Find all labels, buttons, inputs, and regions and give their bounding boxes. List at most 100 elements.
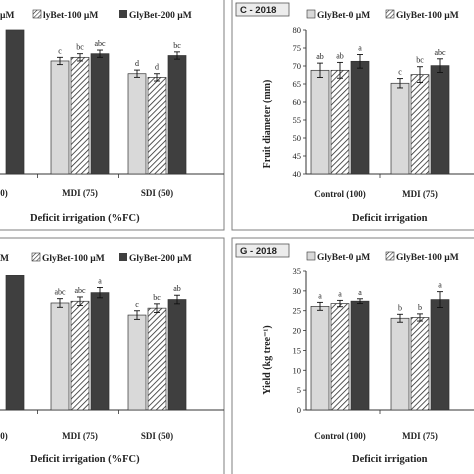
bar-glybet-100	[410, 74, 430, 175]
panel-title: G - 2018	[240, 246, 277, 257]
x-tick-label: SDI (50)	[141, 188, 173, 198]
legend: GlyBet-0 µM GlyBet-100 µM	[306, 251, 459, 263]
y-axis-label: Yield (kg tree⁻¹)	[262, 325, 273, 394]
bar-glybet-0	[50, 302, 70, 411]
y-tick-label: 15	[293, 345, 302, 355]
bar-glybet-0	[310, 305, 330, 411]
bar-glybet-100	[70, 56, 90, 175]
y-tick-label: 10	[293, 365, 302, 375]
legend-fragment: µM	[0, 11, 14, 21]
legend: GlyBet-0 µM GlyBet-100 µM	[306, 9, 459, 21]
y-axis-label: Fruit diameter (mm)	[262, 80, 273, 169]
significance-letter: abc	[54, 288, 66, 297]
x-axis-label: Deficit irrigation (%FC)	[30, 213, 140, 224]
legend-label-0: GlyBet-0 µM	[317, 11, 370, 21]
significance-letter: abc	[434, 48, 446, 57]
legend-label-100: GlyBet-100 µM	[42, 254, 105, 264]
legend-swatch-light	[306, 251, 316, 261]
bar-glybet-200	[5, 275, 25, 411]
legend-label-100: GlyBet-100 µM	[396, 11, 459, 21]
y-tick-label: 40	[293, 169, 302, 179]
x-tick-label: (100)	[0, 431, 8, 441]
x-tick-label: MDI (75)	[62, 188, 98, 198]
y-tick-label: 70	[293, 61, 302, 71]
bar-glybet-200	[167, 55, 187, 175]
significance-letter: ab	[173, 284, 181, 293]
legend-label-200: GlyBet-200 µM	[129, 11, 192, 21]
bar-glybet-100	[70, 300, 90, 411]
significance-letter: a	[98, 276, 102, 285]
plot-area: 40 45 50 55 60 65 70 75 80 ab ab a Control (100) c bc a…	[293, 25, 474, 199]
bar-glybet-100	[147, 77, 167, 175]
legend-label-100: GlyBet-100 µM	[396, 253, 459, 263]
bar-glybet-100	[330, 69, 350, 175]
significance-letter: d	[135, 59, 139, 68]
plot-area: 0 5 10 15 20 25 30 35 a a a Control (100) b b a MDI (75…	[293, 266, 474, 441]
y-tick-label: 60	[293, 97, 302, 107]
significance-letter: c	[135, 300, 139, 309]
bar-glybet-200	[90, 53, 110, 175]
significance-letter: c	[58, 46, 62, 55]
bar-glybet-0	[310, 69, 330, 175]
legend-label-0: GlyBet-0 µM	[317, 253, 370, 263]
panel-frame	[231, 237, 474, 474]
legend-swatch-hatched	[385, 251, 395, 261]
bar-glybet-200	[5, 29, 25, 175]
panel-frame	[0, 0, 225, 231]
bar-glybet-0	[390, 82, 410, 175]
legend-swatch-hatched	[31, 252, 41, 262]
y-tick-label: 55	[293, 115, 302, 125]
significance-letter: a	[338, 289, 342, 298]
y-tick-label: 45	[293, 151, 302, 161]
bar-glybet-100	[147, 307, 167, 411]
significance-letter: a	[358, 43, 362, 52]
panel-bottom-left: M GlyBet-100 µM GlyBet-200 µM (100)abcab…	[0, 237, 225, 474]
x-tick-label: Control (100)	[314, 431, 366, 441]
significance-letter: a	[358, 288, 362, 297]
panel-title: C - 2018	[240, 5, 276, 16]
x-tick-label: (100)	[0, 188, 8, 198]
bar-glybet-0	[127, 73, 147, 175]
significance-letter: abc	[94, 39, 106, 48]
legend: µM lyBet-100 µM GlyBet-200 µM	[0, 9, 192, 21]
x-tick-label: MDI (75)	[402, 431, 438, 441]
y-tick-label: 25	[293, 306, 302, 316]
y-tick-label: 20	[293, 326, 302, 336]
significance-letter: abc	[74, 286, 86, 295]
x-tick-label: Control (100)	[314, 189, 366, 199]
legend-label-100: lyBet-100 µM	[43, 11, 98, 21]
significance-letter: a	[438, 281, 442, 290]
plot-area: (100) c bc abc MDI (75) d d bc SDI (50)	[0, 29, 224, 198]
bar-glybet-200	[167, 299, 187, 411]
significance-letter: c	[398, 68, 402, 77]
y-tick-label: 35	[293, 266, 302, 276]
significance-letter: b	[418, 303, 422, 312]
y-tick-label: 30	[293, 286, 302, 296]
y-tick-label: 0	[297, 405, 301, 415]
legend-swatch-dark	[119, 253, 127, 261]
significance-letter: ab	[316, 52, 324, 61]
x-tick-label: MDI (75)	[62, 431, 98, 441]
panel-title-box	[235, 243, 290, 258]
legend-swatch-light	[306, 9, 316, 19]
significance-letter: bc	[173, 41, 181, 50]
bar-glybet-0	[390, 317, 410, 411]
bar-glybet-0	[50, 60, 70, 175]
x-axis-label: Deficit irrigation	[352, 454, 428, 465]
legend-swatch-hatched	[32, 9, 42, 19]
y-tick-label: 80	[293, 25, 302, 35]
significance-letter: a	[318, 291, 322, 300]
bar-glybet-200	[350, 300, 370, 411]
bar-glybet-200	[350, 60, 370, 175]
panel-c-2018: C - 2018 GlyBet-0 µM GlyBet-100 µM Fruit…	[231, 0, 474, 231]
panel-frame	[0, 237, 225, 474]
bar-glybet-100	[330, 303, 350, 411]
bar-glybet-100	[410, 317, 430, 411]
x-axis-label: Deficit irrigation	[352, 213, 428, 224]
y-tick-label: 65	[293, 79, 302, 89]
panel-top-left: µM lyBet-100 µM GlyBet-200 µM (100) c bc ab…	[0, 0, 225, 231]
significance-letter: b	[398, 303, 402, 312]
significance-letter: ab	[336, 51, 344, 60]
legend-swatch-hatched	[385, 9, 395, 19]
